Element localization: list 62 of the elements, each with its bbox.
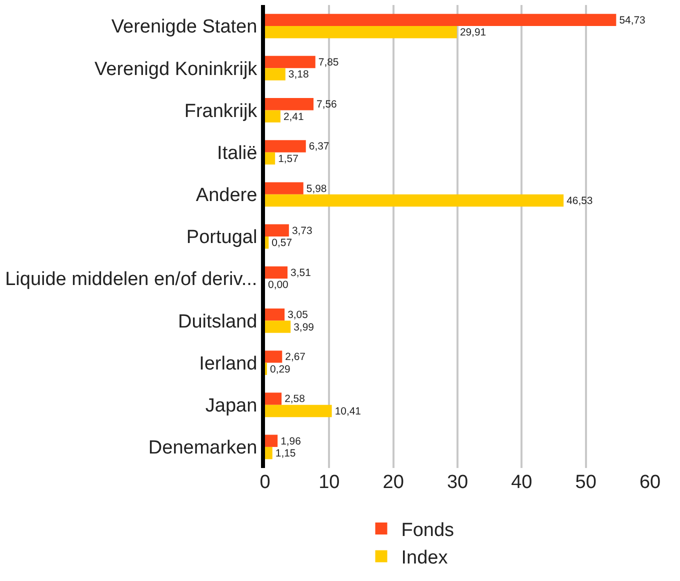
x-tick-label: 20 [382, 472, 404, 493]
data-label: 2,58 [284, 394, 306, 406]
bar [265, 68, 286, 80]
y-tick-label: Italië [217, 142, 258, 164]
data-label: 46,53 [566, 196, 593, 208]
bar [265, 392, 282, 405]
x-tick-label: 60 [639, 472, 661, 493]
y-tick-label: Duitsland [178, 311, 258, 332]
data-label: 5,98 [306, 184, 327, 195]
data-label: 0,29 [270, 364, 291, 376]
bar [265, 350, 282, 363]
bar [265, 110, 280, 122]
data-label: 1,96 [280, 436, 302, 448]
data-label: 1,15 [275, 448, 296, 460]
data-label: 10,41 [334, 406, 362, 418]
bar [265, 224, 289, 236]
y-tick-label: Andere [196, 185, 258, 206]
legend-label: Index [401, 548, 448, 569]
bar [265, 266, 288, 279]
bar [265, 26, 457, 38]
bar [265, 56, 316, 68]
y-tick-label: Portugal [186, 227, 258, 248]
bar [265, 446, 272, 460]
bar [265, 308, 285, 321]
y-tick-label: Denemarken [148, 438, 258, 459]
bar [265, 152, 276, 165]
data-label: 3,99 [294, 322, 314, 334]
bar [265, 14, 616, 26]
data-label: 3,18 [288, 70, 309, 81]
bar [265, 434, 278, 447]
data-label: 3,73 [292, 226, 312, 237]
bar [265, 98, 314, 110]
x-tick-label: 10 [318, 472, 340, 493]
bar [265, 182, 304, 194]
bar [265, 194, 564, 207]
data-label: 0,57 [272, 238, 292, 250]
x-tick-label: 30 [446, 472, 468, 493]
bar [265, 140, 306, 152]
y-tick-label: Frankrijk [184, 100, 258, 122]
data-label: 2,67 [285, 352, 306, 364]
data-label: 2,41 [283, 112, 304, 123]
data-label: 6,37 [308, 142, 330, 153]
bar [265, 236, 269, 249]
data-label: 7,56 [316, 100, 338, 111]
x-tick-label: 50 [575, 472, 596, 493]
data-label: 3,05 [288, 310, 308, 322]
data-label: 0,00 [268, 280, 289, 292]
y-tick-label: Japan [205, 396, 258, 417]
data-label: 29,91 [460, 28, 486, 39]
bar [265, 320, 291, 333]
data-label: 1,57 [278, 154, 299, 165]
bar [265, 404, 332, 418]
legend-label: Fonds [401, 520, 454, 541]
y-tick-label: Verenigd Koninkrijk [94, 58, 258, 80]
data-label: 7,85 [318, 58, 339, 69]
y-tick-label: Liquide middelen en/of deriv... [5, 269, 258, 290]
x-tick-label: 40 [511, 472, 532, 493]
data-label: 54,73 [619, 15, 646, 26]
x-tick-label: 0 [260, 472, 270, 493]
data-label: 3,51 [290, 268, 312, 279]
y-tick-label: Verenigde Staten [111, 16, 258, 38]
y-tick-label: Ierland [199, 353, 258, 374]
